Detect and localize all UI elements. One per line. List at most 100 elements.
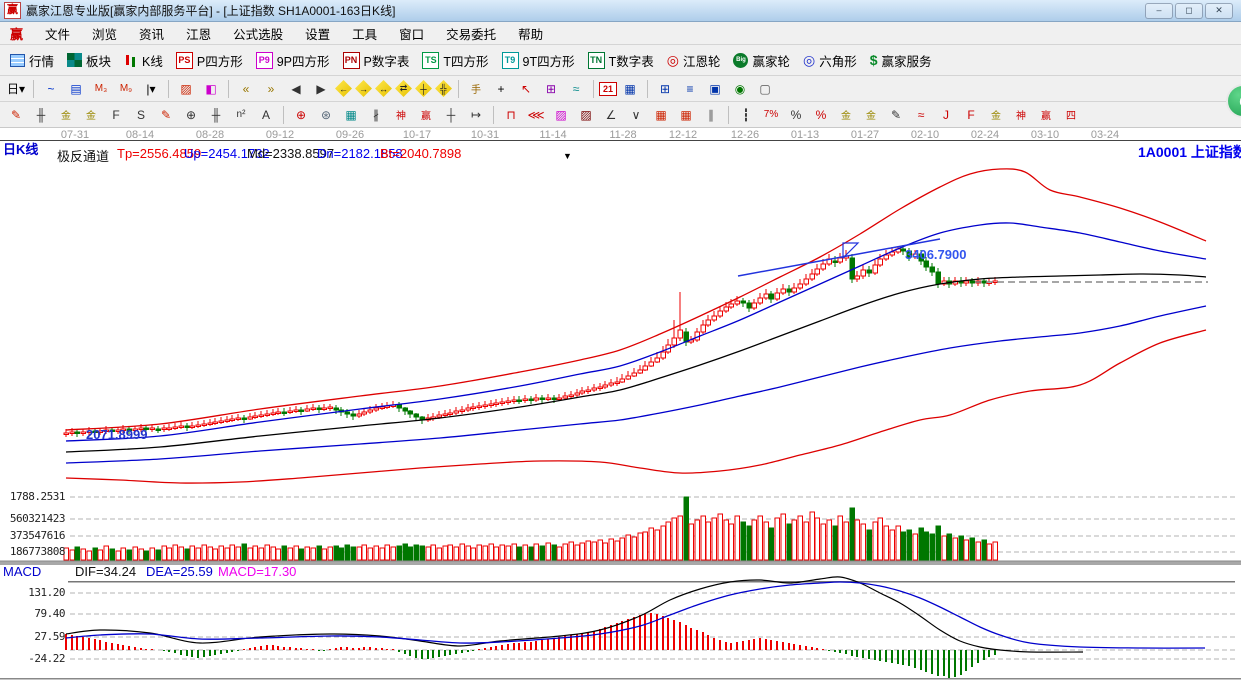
- toolbar-item-t-number[interactable]: TN T数字表: [584, 49, 658, 72]
- tool-button-a-ruler[interactable]: A: [261, 107, 270, 122]
- menu-item-trade[interactable]: 交易委托: [446, 27, 497, 42]
- tool-button-fan-box-dark[interactable]: ▨: [580, 107, 592, 122]
- scroll-marker-icon[interactable]: ▼: [563, 151, 572, 161]
- tool-button-grid-target[interactable]: ▦: [345, 107, 357, 122]
- tool-button-percent-7[interactable]: 7%: [763, 109, 779, 120]
- tool-button-first-page[interactable]: «: [242, 81, 250, 96]
- tool-button-bars-3[interactable]: M₃: [94, 83, 108, 94]
- tool-button-gann-bars[interactable]: ┇: [742, 107, 750, 122]
- toolbar-item-kline[interactable]: K线: [120, 49, 167, 72]
- toolbar-item-9t-square[interactable]: T9 9T四方形: [498, 49, 579, 72]
- tool-button-crosshair[interactable]: +: [497, 81, 505, 96]
- tool-button-shen-grid[interactable]: 神: [396, 111, 406, 122]
- menu-item-gann[interactable]: 江恩: [186, 27, 212, 42]
- tool-button-percent-line[interactable]: %: [815, 107, 827, 122]
- tool-button-angle-j[interactable]: J: [943, 107, 949, 122]
- tool-button-last-page[interactable]: »: [267, 81, 275, 96]
- tool-button-hand[interactable]: 手: [471, 85, 481, 96]
- toolbar-item-quotes[interactable]: 行情: [6, 49, 58, 72]
- tool-button-dense-ruler[interactable]: ╫: [211, 107, 221, 122]
- tool-button-trend-window[interactable]: ~: [47, 81, 55, 96]
- tool-button-ying-grid[interactable]: 赢: [421, 111, 431, 122]
- tool-button-span-arrow[interactable]: ↦: [470, 107, 482, 122]
- tool-button-k-marks[interactable]: ∦: [373, 107, 379, 122]
- chart-region[interactable]: [0, 128, 1241, 686]
- close-button[interactable]: ✕: [1205, 2, 1233, 19]
- tool-button-grid-red-2[interactable]: ▦: [680, 107, 692, 122]
- toolbar-item-hexagon[interactable]: ◎ 六角形: [799, 49, 861, 72]
- tool-button-remote-pc[interactable]: ▢: [759, 81, 771, 96]
- tool-button-s-ruler[interactable]: S: [136, 107, 145, 122]
- tool-button-pencil-red[interactable]: ✎: [160, 107, 172, 122]
- tool-button-dia-right[interactable]: →: [355, 80, 372, 97]
- menu-item-help[interactable]: 帮助: [518, 27, 544, 42]
- menu-item-formula-picker[interactable]: 公式选股: [233, 27, 284, 42]
- tool-button-wave-lines[interactable]: ∨: [631, 107, 641, 122]
- tool-button-grid-red-1[interactable]: ▦: [655, 107, 667, 122]
- tool-button-window-grid[interactable]: ⊞: [545, 81, 557, 96]
- minimize-button[interactable]: –: [1145, 2, 1173, 19]
- tool-button-report[interactable]: ▤: [70, 81, 82, 96]
- tool-button-single-candle[interactable]: |▾: [146, 81, 156, 96]
- tool-button-ruler[interactable]: ╫: [36, 107, 46, 122]
- toolbar-item-p-number[interactable]: PN P数字表: [339, 49, 414, 72]
- menu-item-file[interactable]: 文件: [45, 27, 71, 42]
- menu-item-news[interactable]: 资讯: [139, 27, 165, 42]
- tool-button-dia-all[interactable]: ╬: [435, 80, 452, 97]
- tool-button-star-tool[interactable]: ⊛: [320, 107, 332, 122]
- tool-button-pointer[interactable]: ↖: [520, 81, 532, 96]
- tool-button-angle-shen[interactable]: 神: [1016, 111, 1026, 122]
- menu-item-settings[interactable]: 设置: [305, 27, 331, 42]
- tool-button-prev[interactable]: ◀: [291, 81, 301, 96]
- tool-button-save[interactable]: ▣: [709, 81, 721, 96]
- tool-button-bars-9[interactable]: M₉: [119, 83, 133, 94]
- toolbar-item-p-square[interactable]: PS P四方形: [172, 49, 247, 72]
- menu-item-tools[interactable]: 工具: [352, 27, 378, 42]
- tool-button-dia-expand[interactable]: ↔: [375, 80, 392, 97]
- tool-button-wave-red[interactable]: ≈: [917, 107, 925, 122]
- tool-button-angle-f[interactable]: F: [967, 107, 975, 122]
- tool-button-period-day[interactable]: 日▾: [6, 82, 26, 96]
- tool-button-angle-ying[interactable]: 赢: [1041, 111, 1051, 122]
- tool-button-wave-tool[interactable]: ≈: [572, 81, 580, 96]
- tool-button-gold-line[interactable]: 金: [866, 111, 876, 122]
- maximize-button[interactable]: ◻: [1175, 2, 1203, 19]
- tool-button-dia-swap[interactable]: ⇄: [395, 80, 412, 97]
- tool-button-gold-circle[interactable]: 金: [841, 111, 851, 122]
- toolbar-item-t-square[interactable]: TS T四方形: [418, 49, 492, 72]
- tool-button-document-view[interactable]: ≡: [686, 81, 694, 96]
- tool-button-pencil[interactable]: ✎: [10, 107, 22, 122]
- tool-button-n-squared[interactable]: n²: [236, 109, 246, 120]
- tool-button-calculator[interactable]: ▦: [624, 81, 636, 96]
- toolbar-item-winner-wheel[interactable]: Big 赢家轮: [729, 49, 794, 72]
- tool-button-percent[interactable]: %: [790, 107, 802, 122]
- macd-indicator-label[interactable]: MACD: [3, 564, 42, 579]
- tool-button-ruler-123[interactable]: ┼: [446, 107, 456, 122]
- tool-button-angle-gold[interactable]: 金: [991, 111, 1001, 122]
- period-label[interactable]: 日K线: [3, 142, 39, 157]
- tool-button-parallel-lines[interactable]: ∥: [708, 107, 714, 122]
- menu-item-browse[interactable]: 浏览: [92, 27, 118, 42]
- toolbar-item-winner-service[interactable]: $ 赢家服务: [866, 49, 936, 72]
- tool-button-table-view[interactable]: ⊞: [659, 81, 671, 96]
- tool-button-fan-box-magenta[interactable]: ▨: [555, 107, 567, 122]
- tool-button-gold-ruler-2[interactable]: 金: [86, 111, 96, 122]
- toolbar-item-sectors[interactable]: 板块: [63, 49, 115, 72]
- tool-button-f-ruler[interactable]: F: [112, 107, 120, 122]
- tool-button-angle-lines[interactable]: ∠: [605, 107, 617, 122]
- tool-button-corner-box[interactable]: ⊓: [506, 107, 516, 122]
- tool-button-histogram-flag[interactable]: ◧: [205, 81, 217, 96]
- tool-button-pattern-box[interactable]: ▨: [180, 81, 192, 96]
- tool-button-circle-ruler[interactable]: ⊕: [185, 107, 197, 122]
- tool-button-calendar[interactable]: 21: [599, 81, 618, 96]
- tool-button-dia-cross[interactable]: ┼: [415, 80, 432, 97]
- tool-button-fan-lines[interactable]: ⋘: [527, 107, 545, 122]
- menu-item-window[interactable]: 窗口: [399, 27, 425, 42]
- tool-button-next[interactable]: ▶: [316, 81, 326, 96]
- toolbar-item-9p-square[interactable]: P9 9P四方形: [252, 49, 334, 72]
- tool-button-flag-pencil[interactable]: ✎: [890, 107, 902, 122]
- tool-button-dia-left[interactable]: ←: [335, 80, 352, 97]
- tool-button-target-red[interactable]: ⊕: [295, 107, 307, 122]
- tool-button-gold-ruler-1[interactable]: 金: [61, 111, 71, 122]
- tool-button-angle-si[interactable]: 四: [1066, 111, 1076, 122]
